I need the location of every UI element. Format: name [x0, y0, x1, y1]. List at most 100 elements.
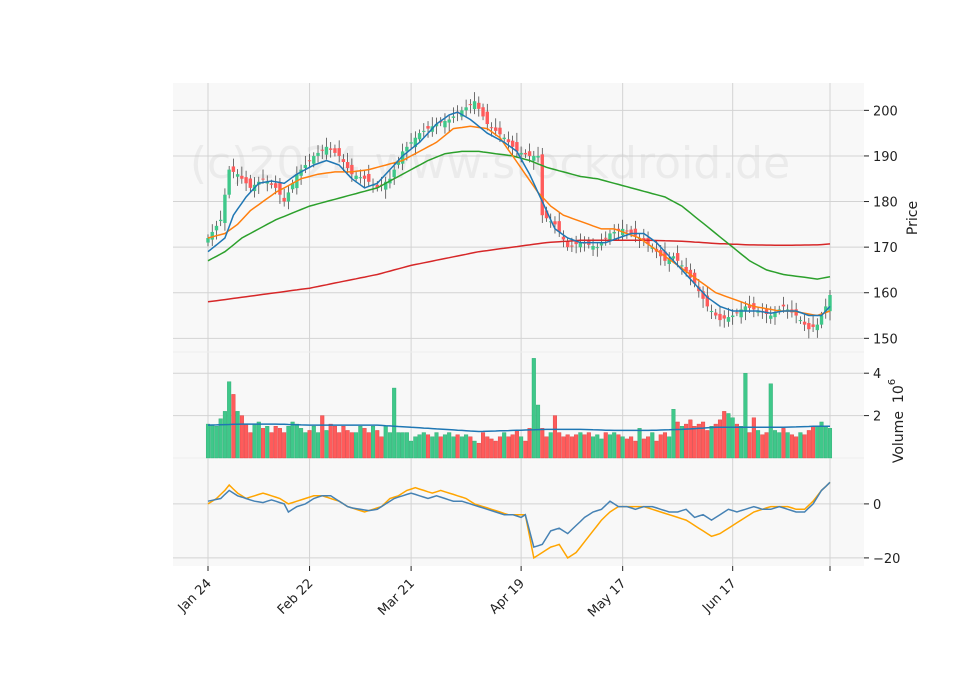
candle-body	[773, 312, 777, 318]
volume-bar	[701, 421, 706, 459]
volume-tick-label: 4	[873, 367, 881, 382]
candle-body	[290, 183, 295, 190]
candle-body	[400, 151, 405, 164]
candle-body	[722, 315, 726, 319]
volume-bar	[294, 423, 299, 459]
volume-bar	[819, 421, 824, 459]
volume-bar	[599, 438, 604, 459]
volume-bar	[654, 440, 659, 459]
candle-body	[405, 146, 409, 152]
volume-bar	[569, 436, 574, 459]
candle-body	[214, 225, 219, 231]
candle-body	[362, 175, 367, 179]
candle-body	[735, 312, 739, 314]
volume-bar	[582, 434, 587, 459]
volume-bar	[392, 387, 397, 459]
candle-body	[527, 151, 532, 156]
volume-bar	[806, 430, 811, 459]
x-tick-label: Apr 19	[487, 576, 528, 617]
volume-bar	[286, 426, 291, 459]
price-axis-label: Price	[905, 201, 921, 235]
x-tick-label: Jun 17	[699, 576, 739, 616]
volume-bar	[311, 426, 316, 459]
volume-bar	[650, 432, 655, 459]
volume-bar	[256, 421, 261, 459]
volume-bar	[751, 417, 756, 459]
candle-body	[544, 210, 549, 219]
price-tick-label: 180	[873, 196, 898, 211]
volume-axis-title: Volume	[891, 411, 907, 463]
volume-bar	[248, 432, 253, 459]
volume-bar	[616, 434, 621, 459]
volume-bar	[489, 438, 494, 459]
candle-body	[540, 154, 544, 216]
volume-bar	[637, 428, 642, 459]
candle-body	[303, 165, 308, 169]
volume-bar	[239, 415, 244, 459]
volume-bar	[472, 440, 477, 459]
watermark: (c)2024 www.stockdroid.de	[190, 138, 790, 189]
candle-body	[515, 142, 519, 152]
volume-bar	[815, 426, 820, 459]
candle-body	[350, 164, 354, 175]
volume-bar	[827, 428, 833, 459]
candle-body	[705, 295, 709, 307]
volume-bar	[743, 373, 748, 459]
volume-bar	[320, 415, 325, 459]
volume-bar	[574, 434, 579, 459]
candle-body	[460, 110, 464, 117]
candle-body	[625, 230, 629, 232]
osc-tick-label: −20	[873, 552, 900, 567]
candle-body	[743, 306, 748, 312]
volume-bar	[455, 434, 460, 459]
volume-bar	[531, 358, 536, 459]
volume-bar	[603, 432, 608, 459]
volume-bar	[514, 430, 519, 459]
volume-bar	[409, 440, 414, 459]
volume-bar	[586, 432, 591, 459]
candle-body	[599, 242, 604, 246]
volume-bar	[404, 432, 409, 459]
volume-bar	[349, 432, 354, 459]
price-tick-label: 190	[873, 150, 898, 165]
volume-bar	[641, 438, 646, 459]
candle-body	[730, 315, 735, 318]
volume-bar	[493, 440, 498, 459]
price-tick-label: 200	[873, 104, 898, 119]
volume-bar	[823, 426, 828, 459]
volume-bar	[362, 428, 367, 459]
candle-body	[417, 133, 422, 140]
volume-bar	[811, 426, 816, 459]
volume-bar	[565, 434, 570, 459]
volume-bar	[400, 432, 405, 459]
candle-body	[807, 323, 811, 330]
volume-bar	[421, 432, 426, 459]
candle-body	[824, 306, 828, 313]
volume-bar	[235, 411, 240, 459]
candle-body	[764, 309, 769, 315]
volume-bar	[662, 432, 667, 459]
volume-bar	[502, 432, 507, 459]
volume-bar	[341, 426, 346, 459]
volume-bar	[315, 432, 321, 459]
volume-bar	[430, 436, 435, 459]
ma-short-line	[207, 111, 831, 317]
candle-body	[608, 233, 612, 242]
volume-bar	[506, 436, 511, 459]
candle-body	[354, 175, 358, 179]
candle-body	[709, 310, 714, 312]
candle-body	[574, 240, 578, 245]
x-tick-label: May 17	[585, 576, 629, 620]
volume-bar	[354, 432, 359, 459]
price-tick-label: 170	[873, 241, 898, 256]
ma-200-line	[207, 239, 831, 303]
volume-bar	[442, 434, 447, 459]
candle-body	[464, 107, 468, 111]
candle-body	[671, 256, 676, 259]
volume-bar	[417, 434, 422, 459]
candle-body	[384, 181, 388, 190]
volume-bar	[303, 432, 308, 459]
volume-bar	[785, 432, 790, 459]
volume-bar	[438, 436, 443, 459]
